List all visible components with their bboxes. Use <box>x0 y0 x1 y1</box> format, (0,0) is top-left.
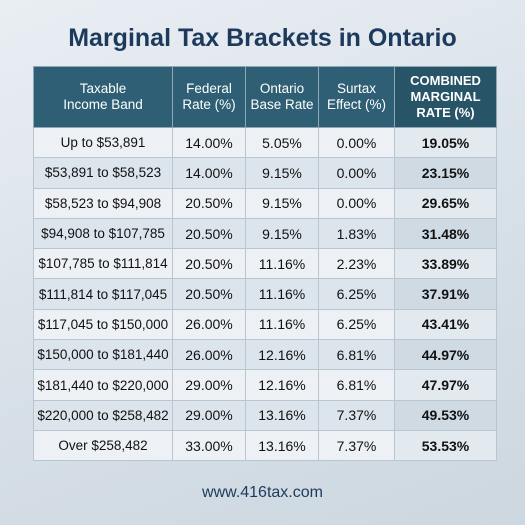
combined-rate: 23.15% <box>394 157 497 189</box>
rate-cell: 20.50% <box>172 217 246 250</box>
table-row: $220,000 to $258,482 29.00% 13.16% 7.37% 49.… <box>33 399 497 431</box>
combined-rate: 47.97% <box>394 369 497 401</box>
table-row: $150,000 to $181,440 26.00% 12.16% 6.81% 44.… <box>33 339 497 371</box>
rate-cell: 20.50% <box>172 248 246 280</box>
income-band: $111,814 to $117,045 <box>33 278 173 310</box>
table-row: $53,891 to $58,523 14.00% 9.15% 0.00% 23.15% <box>33 157 497 189</box>
combined-rate: 37.91% <box>394 278 497 310</box>
rate-cell: 26.00% <box>172 339 246 371</box>
footer-url: www.416tax.com <box>202 484 323 501</box>
rate-cell: 29.00% <box>172 399 246 431</box>
rate-cell: 33.00% <box>172 429 246 462</box>
rate-cell: 2.23% <box>318 248 395 280</box>
combined-rate: 53.53% <box>394 429 497 462</box>
rate-cell: 0.00% <box>318 157 395 189</box>
table-row: $117,045 to $150,000 26.00% 11.16% 6.25% 43.… <box>33 308 497 341</box>
rate-cell: 6.25% <box>318 308 395 341</box>
rate-cell: 20.50% <box>172 278 246 310</box>
table-row: $107,785 to $111,814 20.50% 11.16% 2.23% 33.… <box>33 248 497 280</box>
column-header: Surtax Effect (%) <box>318 66 395 128</box>
rate-cell: 6.81% <box>318 369 395 401</box>
rate-cell: 20.50% <box>172 187 246 219</box>
rate-cell: 12.16% <box>245 339 319 371</box>
table-row: $111,814 to $117,045 20.50% 11.16% 6.25% 37.… <box>33 278 497 310</box>
rate-cell: 13.16% <box>245 429 319 462</box>
rate-cell: 13.16% <box>245 399 319 431</box>
income-band: $107,785 to $111,814 <box>33 248 173 280</box>
rate-cell: 26.00% <box>172 308 246 341</box>
rate-cell: 7.37% <box>318 429 395 462</box>
rate-cell: 5.05% <box>245 126 319 159</box>
combined-rate: 44.97% <box>394 339 497 371</box>
combined-rate: 19.05% <box>394 126 497 159</box>
income-band: $150,000 to $181,440 <box>33 339 173 371</box>
rate-cell: 14.00% <box>172 157 246 189</box>
income-band: $53,891 to $58,523 <box>33 157 173 189</box>
rate-cell: 0.00% <box>318 126 395 159</box>
table-row: $94,908 to $107,785 20.50% 9.15% 1.83% 31.48… <box>33 217 497 250</box>
table-row: Up to $53,891 14.00% 5.05% 0.00% 19.05% <box>33 126 497 159</box>
tax-table: Taxable Income Band Federal Rate (%) Ontar… <box>33 66 497 462</box>
rate-cell: 11.16% <box>245 278 319 310</box>
rate-cell: 0.00% <box>318 187 395 219</box>
table-row: Over $258,482 33.00% 13.16% 7.37% 53.53% <box>33 429 497 462</box>
rate-cell: 9.15% <box>245 187 319 219</box>
rate-cell: 7.37% <box>318 399 395 431</box>
column-header: Ontario Base Rate <box>245 66 319 128</box>
income-band: Up to $53,891 <box>33 126 173 159</box>
rate-cell: 12.16% <box>245 369 319 401</box>
column-header: COMBINED MARGINAL RATE (%) <box>394 66 497 128</box>
combined-rate: 43.41% <box>394 308 497 341</box>
table-body: Up to $53,891 14.00% 5.05% 0.00% 19.05% $53,8… <box>33 126 497 462</box>
income-band: $117,045 to $150,000 <box>33 308 173 341</box>
income-band: $94,908 to $107,785 <box>33 217 173 250</box>
rate-cell: 9.15% <box>245 157 319 189</box>
combined-rate: 33.89% <box>394 248 497 280</box>
table-row: $181,440 to $220,000 29.00% 12.16% 6.81% 47.… <box>33 369 497 401</box>
rate-cell: 1.83% <box>318 217 395 250</box>
rate-cell: 14.00% <box>172 126 246 159</box>
title: Marginal Tax Brackets in Ontario <box>68 24 457 52</box>
rate-cell: 11.16% <box>245 308 319 341</box>
rate-cell: 9.15% <box>245 217 319 250</box>
income-band: $220,000 to $258,482 <box>33 399 173 431</box>
income-band: $181,440 to $220,000 <box>33 369 173 401</box>
column-header: Taxable Income Band <box>33 66 173 128</box>
combined-rate: 31.48% <box>394 217 497 250</box>
combined-rate: 29.65% <box>394 187 497 219</box>
rate-cell: 29.00% <box>172 369 246 401</box>
income-band: Over $258,482 <box>33 429 173 462</box>
column-header: Federal Rate (%) <box>172 66 246 128</box>
table-row: $58,523 to $94,908 20.50% 9.15% 0.00% 29.65% <box>33 187 497 219</box>
income-band: $58,523 to $94,908 <box>33 187 173 219</box>
rate-cell: 6.81% <box>318 339 395 371</box>
combined-rate: 49.53% <box>394 399 497 431</box>
header-row: Taxable Income Band Federal Rate (%) Ontar… <box>33 66 497 128</box>
rate-cell: 11.16% <box>245 248 319 280</box>
rate-cell: 6.25% <box>318 278 395 310</box>
